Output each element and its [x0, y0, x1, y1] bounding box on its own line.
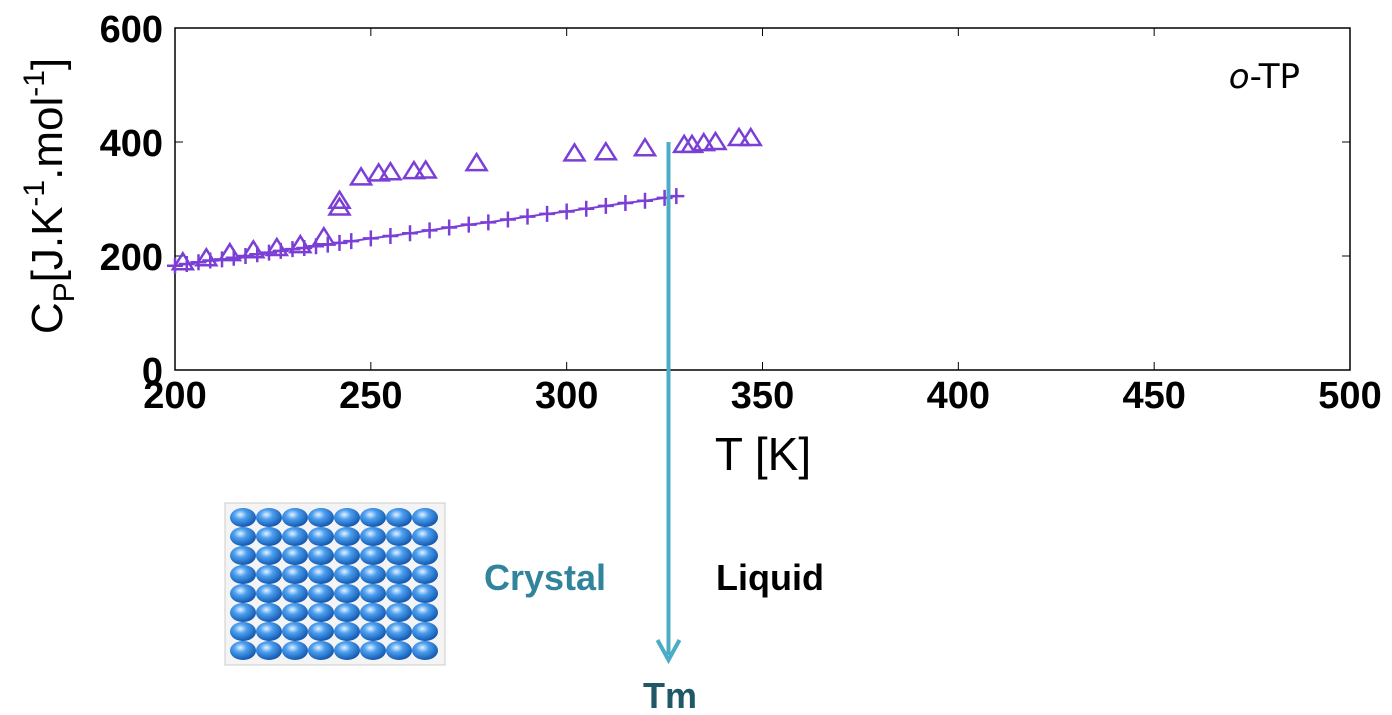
y-axis-label-part: ] — [23, 58, 72, 70]
y-tick-label: 200 — [100, 237, 163, 279]
plus-marker — [249, 246, 266, 263]
plus-marker — [331, 234, 348, 251]
plus-marker — [597, 197, 614, 214]
y-axis-label-part: C — [23, 302, 72, 334]
plot-frame — [174, 27, 1351, 371]
plus-marker — [617, 194, 634, 211]
plus-marker — [308, 238, 324, 255]
plus-marker — [296, 240, 313, 257]
x-axis-label: T [K] — [715, 428, 811, 480]
triangle-marker — [703, 130, 728, 151]
crystal-image — [230, 508, 438, 660]
y-axis-label-part: -1 — [18, 180, 51, 207]
plus-marker — [343, 233, 360, 250]
x-tick-label: 500 — [1318, 375, 1381, 417]
tm-arrow-head — [655, 639, 682, 665]
y-axis-label: CP[J.K-1.mol-1] — [18, 58, 81, 334]
plus-marker — [441, 219, 458, 236]
triangle-marker — [464, 151, 489, 172]
y-axis-label-part: .mol — [23, 97, 72, 180]
plus-marker — [190, 254, 207, 271]
tm-label: Tm — [643, 675, 697, 715]
x-tick-label: 200 — [143, 375, 206, 417]
plus-marker — [668, 188, 685, 205]
y-axis-label-part: P — [48, 282, 81, 302]
triangle-marker — [413, 159, 438, 179]
triangle-marker — [726, 126, 752, 147]
plus-marker — [272, 242, 289, 259]
plus-marker — [319, 236, 336, 253]
plus-marker — [519, 208, 536, 225]
x-tick-label: 350 — [731, 375, 794, 417]
triangle-marker — [348, 165, 374, 186]
plus-marker — [402, 225, 418, 242]
plus-marker — [362, 230, 379, 247]
plus-marker — [499, 211, 516, 228]
liquid-label: Liquid — [716, 557, 824, 598]
plus-marker — [421, 222, 438, 239]
plus-marker — [214, 251, 230, 268]
triangle-marker — [327, 189, 352, 209]
y-tick-label: 400 — [100, 123, 163, 165]
plus-marker — [539, 205, 556, 222]
y-axis-label-part: -1 — [18, 70, 51, 97]
annotation-part: -TP — [1250, 57, 1300, 97]
plus-marker — [558, 203, 575, 220]
plus-marker — [460, 216, 477, 233]
plus-marker — [637, 192, 653, 209]
triangle-marker — [593, 140, 619, 161]
plus-marker — [382, 228, 399, 245]
triangle-marker — [632, 136, 658, 157]
y-tick-label: 600 — [100, 9, 163, 51]
x-tick-label: 400 — [927, 375, 990, 417]
y-axis-label-part: [J.K — [23, 207, 72, 283]
crystal-label: Crystal — [484, 557, 606, 598]
annotation-part: o — [1229, 57, 1250, 97]
triangle-marker — [378, 160, 403, 181]
triangle-marker — [738, 126, 764, 147]
y-tick-label: 0 — [142, 351, 163, 393]
x-tick-label: 300 — [535, 375, 598, 417]
x-tick-label: 450 — [1122, 375, 1185, 417]
annotation: o-TP — [1229, 57, 1300, 97]
plus-marker — [225, 249, 242, 266]
plus-marker — [237, 248, 254, 264]
plus-marker — [261, 244, 277, 261]
plus-marker — [178, 255, 195, 272]
x-tick-label: 250 — [339, 375, 402, 417]
triangle-marker — [562, 142, 587, 162]
plus-marker — [578, 200, 595, 217]
plus-marker — [480, 214, 497, 231]
plus-marker — [167, 257, 183, 274]
